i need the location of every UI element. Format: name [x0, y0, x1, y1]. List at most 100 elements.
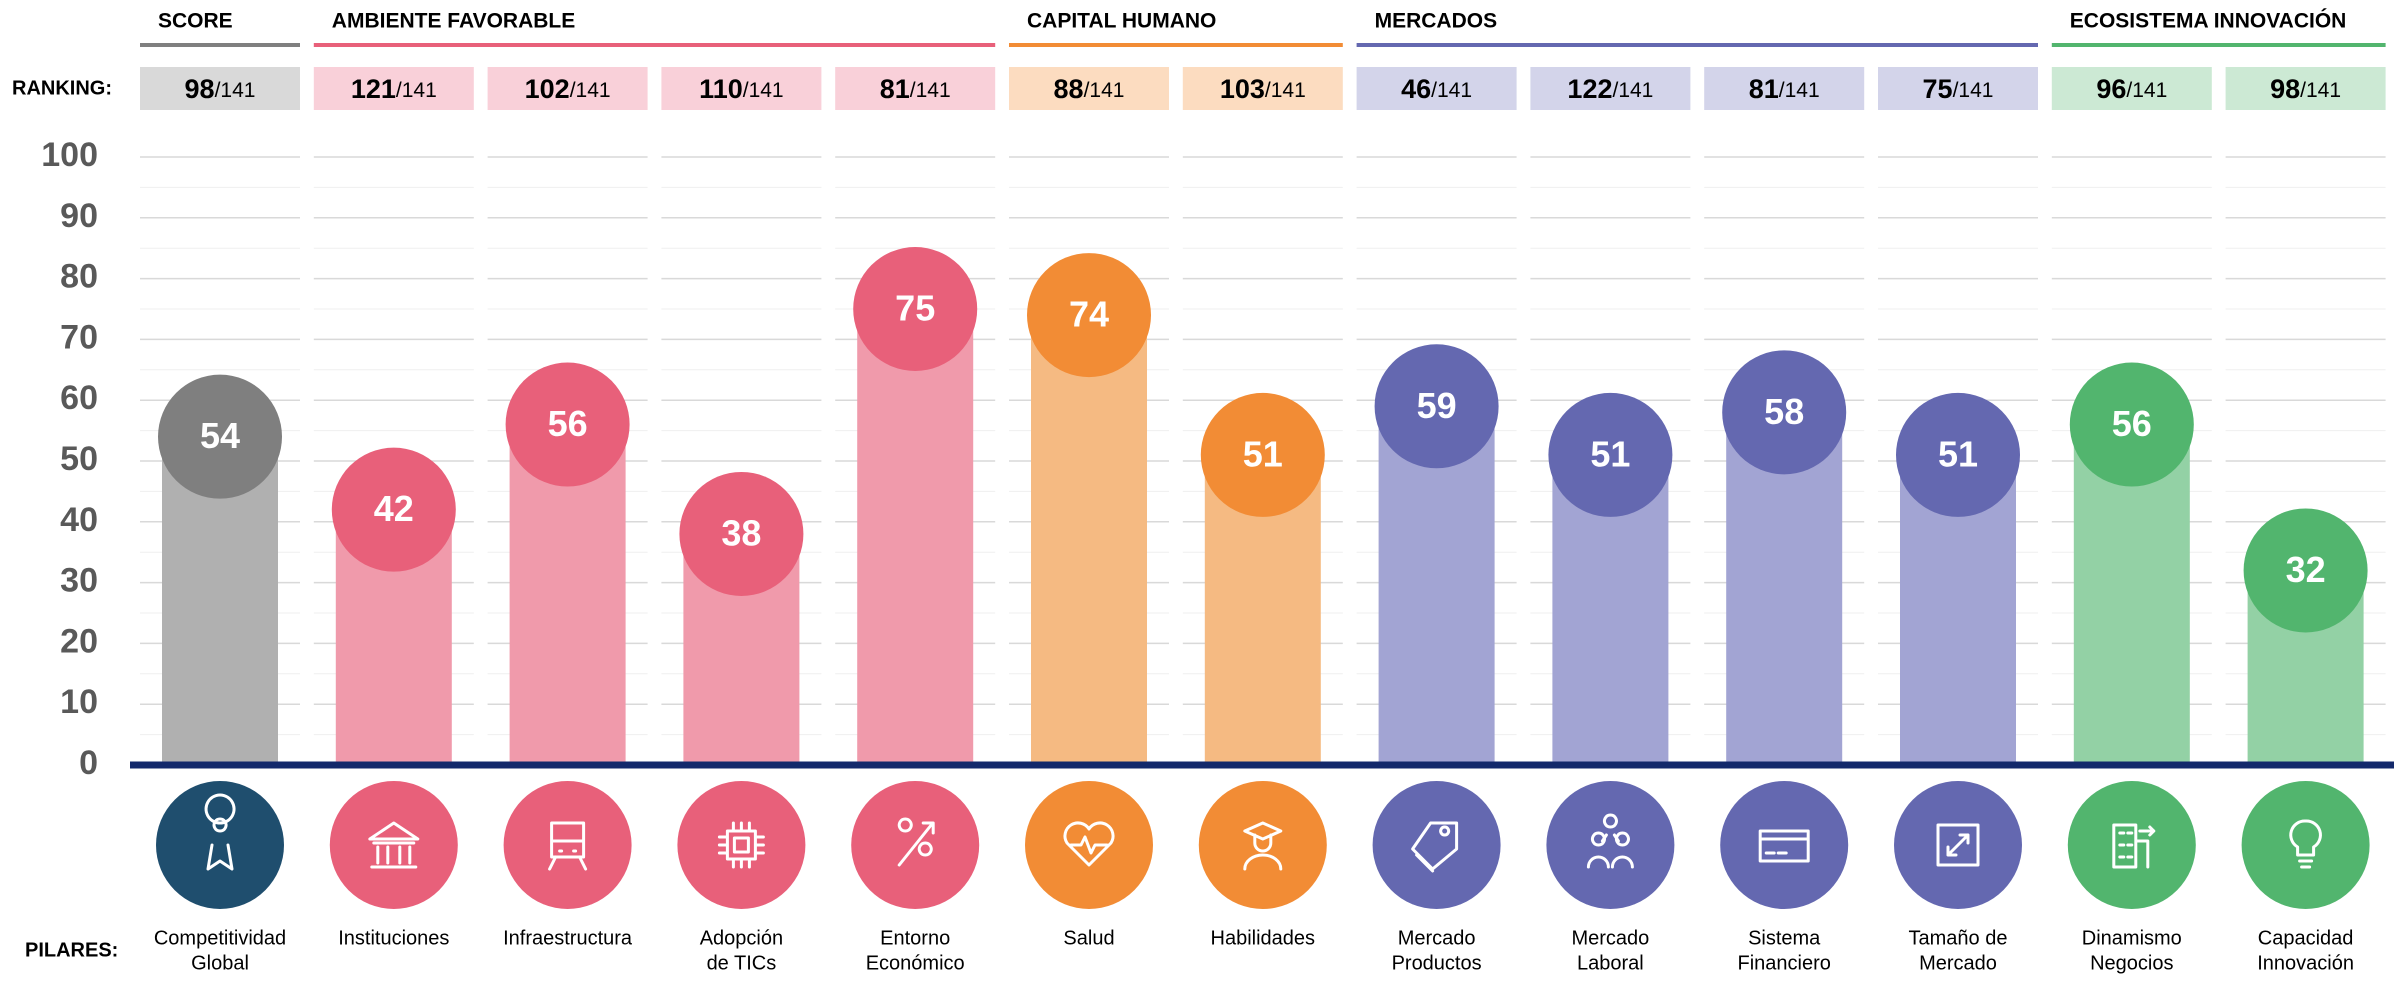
value-label: 58	[1764, 391, 1804, 432]
pillar-icon-bg	[677, 781, 806, 909]
pillar-icon	[1063, 821, 1115, 867]
pillar-icon-bg	[503, 781, 632, 909]
ranking-value: 81	[1749, 74, 1779, 104]
value-label: 74	[1069, 294, 1109, 335]
pillar-label: Competitividad	[154, 927, 286, 949]
pillar-label: Económico	[866, 952, 965, 974]
ranking-text: 81/141	[1749, 74, 1820, 104]
ranking-text: 110/141	[699, 74, 783, 104]
value-bubble	[679, 471, 804, 596]
pillars-label: PILARES:	[25, 939, 118, 961]
pillar-label: Global	[191, 952, 249, 974]
group-title: MERCADOS	[1375, 10, 1498, 33]
y-tick-label: 100	[41, 136, 98, 174]
ranking-total: /141	[396, 79, 437, 102]
y-tick-label: 10	[60, 683, 98, 721]
value-bubble	[853, 247, 978, 371]
ranking-box	[1530, 67, 1691, 110]
y-tick-label: 60	[60, 379, 98, 417]
pillar-label: Salud	[1063, 927, 1114, 949]
pillar-label: Negocios	[2090, 952, 2173, 974]
value-label: 75	[895, 288, 935, 329]
pillar-icon	[548, 821, 588, 871]
ranking-box	[1182, 67, 1343, 110]
ranking-value: 75	[1923, 74, 1953, 104]
ranking-value: 46	[1401, 74, 1431, 104]
value-label: 56	[548, 403, 588, 444]
pillar-icon	[1243, 821, 1283, 871]
ranking-total: /141	[2300, 79, 2341, 102]
pillar-icon	[2289, 819, 2322, 869]
pillar-label: Capacidad	[2258, 927, 2354, 949]
pillar-label: Mercado	[1571, 927, 1649, 949]
value-label: 56	[2112, 403, 2152, 444]
ranking-value: 98	[185, 74, 215, 104]
ranking-value: 110	[699, 74, 743, 104]
value-label: 54	[200, 415, 240, 456]
ranking-value: 121	[351, 74, 396, 104]
pillar-icon	[204, 793, 236, 871]
pillar-label: Adopción	[700, 927, 783, 949]
group-title: CAPITAL HUMANO	[1027, 10, 1216, 33]
ranking-box	[1009, 67, 1169, 110]
ranking-value: 103	[1220, 74, 1265, 104]
value-label: 38	[721, 512, 761, 553]
value-label: 51	[1590, 433, 1630, 474]
value-bubble	[2069, 362, 2194, 487]
ranking-total: /141	[1431, 79, 1472, 102]
value-bubble	[1722, 350, 1847, 475]
ranking-total: /141	[910, 79, 951, 102]
ranking-text: 103/141	[1220, 74, 1306, 104]
ranking-total: /141	[2126, 79, 2167, 102]
y-tick-label: 90	[60, 197, 98, 235]
group-title: AMBIENTE FAVORABLE	[332, 10, 575, 33]
pillar-label: Infraestructura	[503, 927, 633, 949]
group-title: SCORE	[158, 10, 233, 33]
value-bubble	[505, 362, 630, 487]
pillar-label: Innovación	[2257, 952, 2354, 974]
pillar-icon-bg	[1720, 781, 1849, 909]
ranking-text: 46/141	[1401, 74, 1472, 104]
value-label: 32	[2286, 549, 2326, 590]
bar	[1031, 315, 1147, 765]
ranking-text: 98/141	[2270, 74, 2341, 104]
ranking-box	[313, 67, 474, 110]
ranking-box	[661, 67, 822, 110]
ranking-text: 96/141	[2096, 74, 2167, 104]
pillar-icon-bg	[1372, 781, 1501, 909]
pillar-icon	[2112, 823, 2156, 869]
value-bubble	[2243, 508, 2368, 633]
ranking-total: /141	[1084, 79, 1125, 102]
value-bubble	[1896, 392, 2020, 517]
ranking-text: 121/141	[351, 74, 437, 104]
value-bubble	[331, 447, 456, 572]
pillar-label: Instituciones	[338, 927, 449, 949]
ranking-text: 102/141	[525, 74, 611, 104]
ranking-total: /141	[743, 79, 784, 102]
ranking-total: /141	[570, 79, 611, 102]
value-label: 42	[374, 488, 414, 529]
value-label: 51	[1938, 433, 1978, 474]
pillar-icon	[717, 821, 765, 869]
ranking-text: 81/141	[880, 74, 951, 104]
ranking-text: 88/141	[1054, 74, 1125, 104]
value-bubble	[158, 374, 282, 499]
ranking-value: 102	[525, 74, 570, 104]
y-tick-label: 70	[60, 318, 98, 356]
ranking-box	[2225, 67, 2386, 110]
pillar-icon	[1586, 813, 1634, 869]
group-title: ECOSISTEMA INNOVACIÓN	[2070, 9, 2347, 33]
pillar-label: Mercado	[1398, 927, 1476, 949]
pillar-label: Sistema	[1748, 927, 1821, 949]
ranking-text: 122/141	[1567, 74, 1653, 104]
pillar-label: Dinamismo	[2082, 927, 2182, 949]
ranking-total: /141	[1953, 79, 1994, 102]
y-tick-label: 0	[79, 744, 98, 782]
pillar-icon-bg	[329, 781, 458, 909]
ranking-total: /141	[215, 79, 256, 102]
pillar-label: Tamaño de	[1909, 927, 2008, 949]
value-bubble	[1374, 344, 1499, 469]
ranking-box	[1704, 67, 1865, 110]
ranking-value: 88	[1054, 74, 1084, 104]
